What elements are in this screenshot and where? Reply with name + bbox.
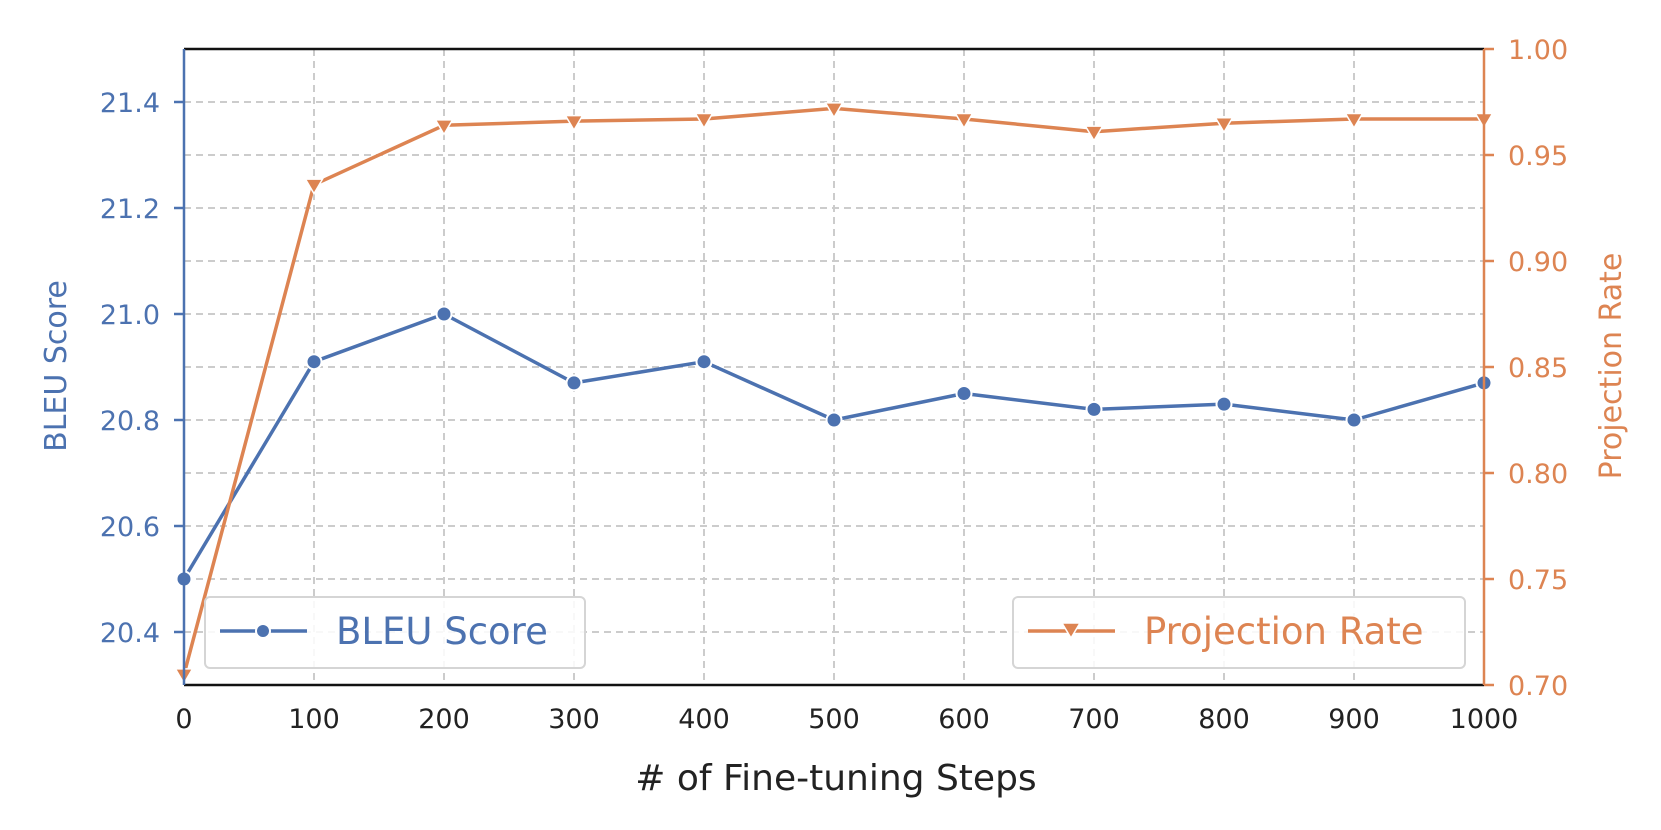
y-right-tick-label: 0.70 — [1508, 671, 1568, 702]
data-point — [955, 385, 973, 402]
x-tick-label: 300 — [548, 704, 600, 735]
legend-marker-triangle — [1060, 622, 1082, 640]
x-tick-label: 700 — [1068, 704, 1120, 735]
data-point — [1085, 400, 1103, 418]
x-tick-label: 1000 — [1450, 704, 1519, 735]
legend-label: BLEU Score — [336, 610, 548, 653]
y-left-tick-label: 20.6 — [100, 512, 160, 543]
y-right-axis-label: Projection Rate — [1594, 253, 1629, 480]
y-right-tick-label: 0.80 — [1508, 459, 1568, 490]
data-point — [694, 112, 714, 130]
y-right-tick-label: 0.95 — [1508, 141, 1568, 172]
data-point — [824, 102, 844, 119]
x-tick-label: 600 — [938, 704, 990, 735]
data-point — [1344, 112, 1364, 130]
data-point — [565, 374, 583, 392]
data-point — [1214, 116, 1234, 134]
y-left-ticks: 20.4 20.6 20.8 21.0 21.2 21.4 — [100, 88, 184, 649]
data-point — [825, 411, 843, 429]
x-tick-label: 100 — [288, 704, 340, 735]
y-right-ticks: 0.70 0.75 0.80 0.85 0.90 0.95 1.00 — [1484, 35, 1568, 702]
x-ticks: 0 100 200 300 400 500 600 700 800 900 1000 — [175, 704, 1518, 735]
series-markers — [174, 102, 1494, 685]
y-left-tick-label: 20.8 — [100, 406, 160, 437]
legend-projection-rate: Projection Rate — [1012, 596, 1466, 669]
y-left-tick-label: 21.2 — [100, 194, 160, 225]
y-right-tick-label: 0.90 — [1508, 247, 1568, 278]
y-left-axis-label: BLEU Score — [39, 280, 74, 452]
data-point — [695, 353, 713, 371]
data-point — [1084, 125, 1104, 143]
legend-marker-circle — [255, 623, 271, 639]
x-tick-label: 0 — [175, 704, 192, 735]
x-tick-label: 900 — [1328, 704, 1380, 735]
y-right-tick-label: 1.00 — [1508, 35, 1568, 66]
y-left-tick-label: 21.0 — [100, 300, 160, 331]
legend-box — [204, 596, 586, 669]
data-point — [1345, 411, 1363, 429]
data-point — [435, 305, 453, 323]
y-right-tick-label: 0.85 — [1508, 353, 1568, 384]
x-tick-label: 200 — [418, 704, 470, 735]
legend-bleu-score: BLEU Score — [204, 596, 586, 669]
data-point — [564, 114, 584, 132]
legend-box — [1012, 596, 1466, 669]
y-left-tick-label: 20.4 — [100, 618, 160, 649]
data-point — [305, 353, 323, 371]
legend-label: Projection Rate — [1144, 610, 1424, 653]
y-right-tick-label: 0.75 — [1508, 565, 1568, 596]
y-left-tick-label: 21.4 — [100, 88, 160, 119]
data-point — [954, 112, 974, 130]
x-tick-label: 800 — [1198, 704, 1250, 735]
x-axis-label: # of Fine-tuning Steps — [635, 758, 1036, 799]
data-point — [434, 119, 454, 136]
grid — [183, 48, 1485, 686]
x-tick-label: 500 — [808, 704, 860, 735]
x-tick-label: 400 — [678, 704, 730, 735]
data-point — [304, 178, 324, 196]
data-point — [1215, 395, 1233, 413]
